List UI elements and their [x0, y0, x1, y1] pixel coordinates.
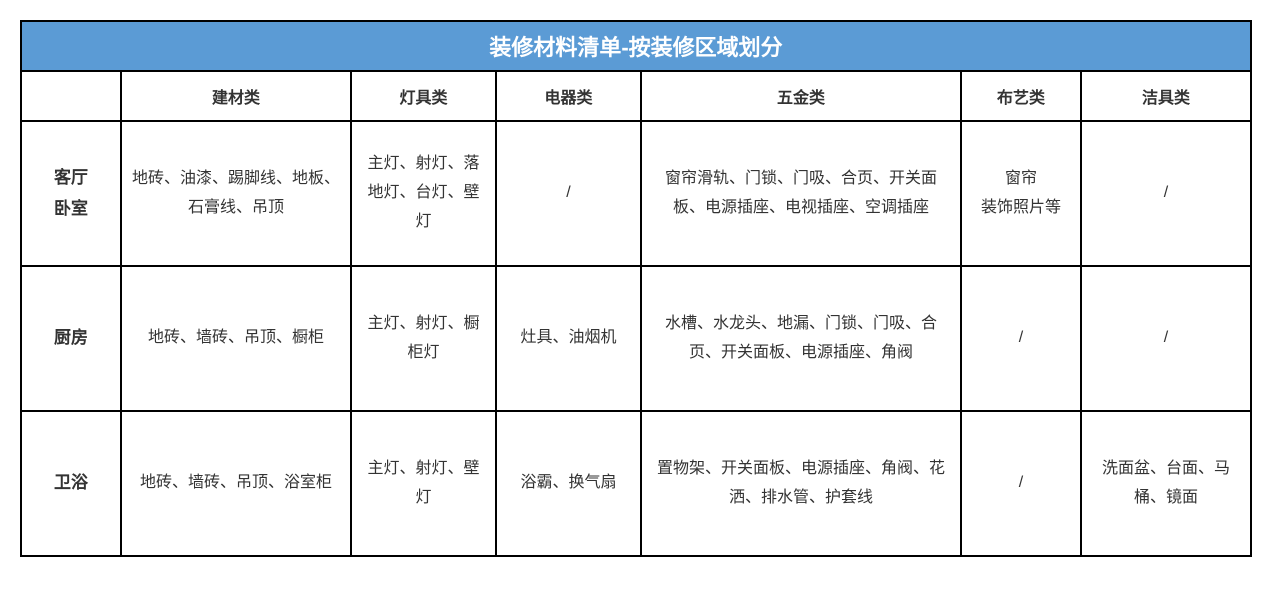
header-sanitary: 洁具类 [1081, 71, 1251, 121]
materials-table-container: 装修材料清单-按装修区域划分 建材类 灯具类 电器类 五金类 布艺类 洁具类 客… [20, 20, 1250, 557]
cell: 窗帘滑轨、门锁、门吸、合页、开关面板、电源插座、电视插座、空调插座 [641, 121, 961, 266]
header-appliances: 电器类 [496, 71, 641, 121]
table-title: 装修材料清单-按装修区域划分 [21, 21, 1251, 71]
header-building-materials: 建材类 [121, 71, 351, 121]
cell: 主灯、射灯、橱柜灯 [351, 266, 496, 411]
table-header-row: 建材类 灯具类 电器类 五金类 布艺类 洁具类 [21, 71, 1251, 121]
cell: / [961, 266, 1081, 411]
cell: 洗面盆、台面、马桶、镜面 [1081, 411, 1251, 556]
cell: 主灯、射灯、壁灯 [351, 411, 496, 556]
cell: 地砖、油漆、踢脚线、地板、石膏线、吊顶 [121, 121, 351, 266]
cell: 灶具、油烟机 [496, 266, 641, 411]
row-label-bathroom: 卫浴 [21, 411, 121, 556]
cell: 浴霸、换气扇 [496, 411, 641, 556]
row-label-kitchen: 厨房 [21, 266, 121, 411]
table-row: 客厅卧室 地砖、油漆、踢脚线、地板、石膏线、吊顶 主灯、射灯、落地灯、台灯、壁灯… [21, 121, 1251, 266]
row-label-living-bedroom: 客厅卧室 [21, 121, 121, 266]
cell: 水槽、水龙头、地漏、门锁、门吸、合页、开关面板、电源插座、角阀 [641, 266, 961, 411]
cell: 置物架、开关面板、电源插座、角阀、花洒、排水管、护套线 [641, 411, 961, 556]
cell: 地砖、墙砖、吊顶、浴室柜 [121, 411, 351, 556]
materials-table: 装修材料清单-按装修区域划分 建材类 灯具类 电器类 五金类 布艺类 洁具类 客… [20, 20, 1252, 557]
table-title-row: 装修材料清单-按装修区域划分 [21, 21, 1251, 71]
cell: / [496, 121, 641, 266]
table-row: 卫浴 地砖、墙砖、吊顶、浴室柜 主灯、射灯、壁灯 浴霸、换气扇 置物架、开关面板… [21, 411, 1251, 556]
header-lighting: 灯具类 [351, 71, 496, 121]
cell: 窗帘装饰照片等 [961, 121, 1081, 266]
cell: 主灯、射灯、落地灯、台灯、壁灯 [351, 121, 496, 266]
header-fabric: 布艺类 [961, 71, 1081, 121]
cell: / [1081, 121, 1251, 266]
cell: 地砖、墙砖、吊顶、橱柜 [121, 266, 351, 411]
header-hardware: 五金类 [641, 71, 961, 121]
cell: / [961, 411, 1081, 556]
cell: / [1081, 266, 1251, 411]
header-empty [21, 71, 121, 121]
table-row: 厨房 地砖、墙砖、吊顶、橱柜 主灯、射灯、橱柜灯 灶具、油烟机 水槽、水龙头、地… [21, 266, 1251, 411]
table-body: 客厅卧室 地砖、油漆、踢脚线、地板、石膏线、吊顶 主灯、射灯、落地灯、台灯、壁灯… [21, 121, 1251, 556]
